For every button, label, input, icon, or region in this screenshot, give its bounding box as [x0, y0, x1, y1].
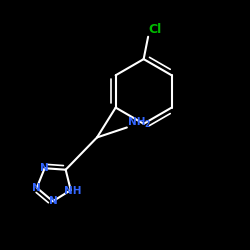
Text: N: N — [32, 183, 41, 193]
Text: NH: NH — [128, 117, 145, 127]
Text: N: N — [48, 196, 57, 206]
Text: 2: 2 — [144, 120, 149, 130]
Text: NH: NH — [64, 186, 82, 196]
Text: Cl: Cl — [149, 23, 162, 36]
Text: N: N — [40, 163, 49, 173]
